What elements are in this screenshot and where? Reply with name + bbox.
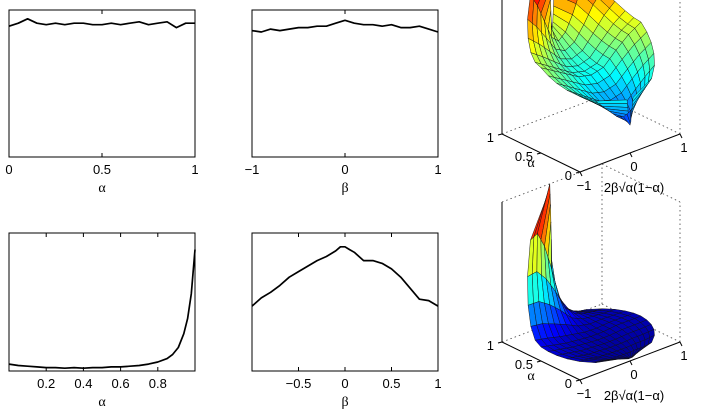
series-line	[8, 17, 195, 29]
x-tick-label: 0.6	[112, 376, 130, 391]
x-tick-mark	[579, 379, 583, 385]
plot-frame	[251, 9, 439, 158]
x-tick-label: −0.5	[286, 376, 312, 391]
grid-line-3d	[601, 163, 681, 203]
chart-top-middle: −1 0 1 β	[245, 9, 442, 196]
x-tick-mark	[579, 171, 583, 177]
x-axis-label: α	[98, 395, 106, 410]
x-tick-label: −1	[245, 162, 260, 177]
x-tick-mark	[629, 360, 633, 366]
chart-bottom-right: −1 0 1 0 0.5 1 2β√α(1−α) α	[487, 163, 688, 403]
chart-top-left: 0 0.5 1 α	[5, 9, 199, 196]
surface-facet	[632, 78, 652, 103]
x-tick-mark	[679, 133, 683, 139]
x-tick-label: 0.8	[149, 376, 167, 391]
x-tick-label: 1	[680, 140, 687, 155]
surface-facet	[566, 0, 578, 5]
x-tick-label: 0	[341, 376, 348, 391]
x-axis-label: β	[341, 181, 348, 196]
x-tick-label: 0	[341, 162, 348, 177]
y-axis-label: α	[527, 156, 535, 171]
y-tick-mark	[497, 133, 503, 136]
surface-facet	[632, 342, 652, 357]
x-tick-label: 1	[434, 162, 441, 177]
x-axis-label: 2β√α(1−α)	[604, 388, 664, 403]
x-tick-label: −1	[577, 386, 592, 401]
x-axis-label: α	[98, 181, 106, 196]
x-tick-label: 0	[630, 367, 637, 382]
x-tick-label: 0.4	[74, 376, 92, 391]
plot-frame	[251, 232, 439, 372]
chart-bottom-middle: −0.5 0 0.5 1 β	[251, 232, 442, 410]
y-tick-label: 0	[565, 168, 572, 183]
x-tick-label: 0.2	[37, 376, 55, 391]
chart-bottom-left: 0.2 0.4 0.6 0.8 α	[8, 232, 196, 410]
x-tick-label: 1	[434, 376, 441, 391]
plot-frame	[8, 232, 196, 372]
y-tick-label: 1	[487, 338, 494, 353]
x-tick-mark	[679, 341, 683, 347]
y-axis-label: α	[527, 369, 535, 384]
x-tick-label: 1	[680, 348, 687, 363]
x-tick-label: 1	[191, 162, 198, 177]
x-tick-mark	[629, 152, 633, 158]
surface-facet	[536, 232, 542, 276]
y-tick-label: 0.5	[515, 149, 533, 164]
surface-facet	[587, 0, 597, 6]
y-tick-label: 0	[565, 376, 572, 391]
y-tick-mark	[575, 379, 581, 382]
plot-frame	[8, 9, 196, 158]
x-tick-label: 0.5	[93, 162, 111, 177]
x-tick-label: 0	[630, 159, 637, 174]
y-tick-mark	[497, 341, 503, 344]
grid-line-3d	[501, 95, 603, 135]
y-tick-label: 1	[487, 130, 494, 145]
x-tick-label: 0	[5, 162, 12, 177]
x-tick-label: 0.5	[382, 376, 400, 391]
y-tick-mark	[575, 171, 581, 174]
x-tick-label: −1	[577, 178, 592, 193]
y-tick-mark	[536, 152, 542, 155]
series-line	[251, 245, 439, 307]
x-axis-label: β	[341, 395, 348, 410]
y-tick-mark	[536, 360, 542, 363]
chart-top-right: −1 0 1 0 0.5 1 2β√α(1−α) α	[487, 0, 688, 195]
y-tick-label: 0.5	[515, 357, 533, 372]
series-line	[251, 19, 439, 33]
series-line	[8, 249, 196, 370]
x-axis-label: 2β√α(1−α)	[604, 180, 664, 195]
